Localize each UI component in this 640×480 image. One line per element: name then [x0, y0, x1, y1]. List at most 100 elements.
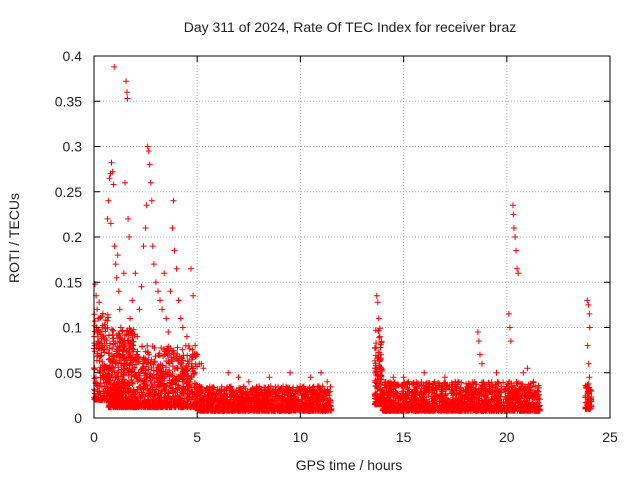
data-point: [185, 366, 191, 373]
data-point: [132, 390, 139, 397]
data-point: [154, 381, 161, 388]
data-point: [495, 401, 501, 408]
data-point: [92, 318, 98, 325]
data-point: [175, 357, 182, 364]
data-point: [477, 390, 484, 396]
data-point: [103, 337, 110, 344]
data-point: [178, 365, 185, 371]
data-point: [125, 388, 132, 394]
data-point: [520, 369, 527, 376]
data-point: [147, 179, 154, 186]
data-point: [280, 398, 287, 405]
data-point: [122, 342, 129, 349]
data-point: [504, 403, 511, 410]
data-point: [188, 265, 194, 272]
data-point: [227, 384, 234, 391]
data-point: [163, 371, 170, 378]
data-point: [155, 352, 162, 359]
data-point: [457, 392, 464, 399]
data-point: [188, 363, 195, 370]
data-point: [111, 243, 118, 250]
data-point: [107, 364, 113, 371]
data-point: [204, 397, 211, 404]
data-point: [207, 387, 213, 394]
data-point: [137, 398, 144, 405]
data-point: [470, 391, 477, 398]
data-point: [109, 363, 116, 370]
data-point: [441, 374, 448, 381]
data-point: [94, 338, 101, 345]
data-point: [586, 405, 593, 412]
data-point: [110, 392, 117, 399]
data-point: [164, 393, 171, 400]
data-point: [431, 378, 438, 385]
data-point: [375, 382, 382, 389]
data-point: [585, 380, 592, 387]
data-point: [425, 380, 432, 386]
data-point: [102, 325, 109, 332]
data-point: [109, 374, 116, 381]
data-point: [170, 389, 176, 396]
data-point: [530, 378, 537, 385]
data-point: [164, 380, 171, 387]
data-point: [410, 380, 417, 387]
data-point: [582, 382, 589, 389]
data-point: [198, 360, 205, 367]
data-point: [376, 334, 383, 341]
data-point: [500, 379, 507, 386]
y-tick-labels: 00.050.10.150.20.250.30.350.4: [55, 48, 82, 426]
data-point: [519, 400, 525, 407]
data-point: [517, 385, 524, 392]
data-point: [93, 357, 100, 364]
data-point: [190, 401, 197, 408]
data-point: [270, 403, 277, 410]
data-point: [120, 270, 127, 277]
data-point: [180, 383, 187, 390]
data-point: [375, 327, 382, 334]
data-point: [121, 332, 128, 339]
data-point: [258, 402, 265, 409]
data-point: [514, 265, 521, 272]
data-point: [466, 383, 473, 390]
data-point: [322, 407, 329, 414]
data-point: [443, 396, 450, 403]
data-point: [138, 366, 145, 373]
data-point: [471, 396, 478, 403]
data-point: [148, 197, 155, 204]
data-point: [377, 351, 384, 358]
data-point: [165, 390, 172, 397]
data-point: [98, 335, 105, 342]
data-point: [128, 369, 135, 376]
data-point: [119, 351, 126, 358]
x-axis-label: GPS time / hours: [296, 457, 403, 473]
data-point: [95, 352, 101, 359]
data-point: [268, 390, 274, 397]
data-point: [377, 373, 384, 380]
x-tick-label: 5: [193, 429, 201, 445]
data-point: [277, 407, 284, 414]
data-point: [436, 382, 443, 389]
data-point: [94, 306, 101, 313]
data-point: [170, 398, 177, 405]
data-point: [98, 347, 105, 354]
data-point: [197, 389, 204, 396]
data-point: [108, 326, 115, 333]
data-point: [146, 351, 152, 358]
data-point: [127, 393, 134, 400]
data-point: [471, 404, 478, 411]
data-point: [511, 225, 517, 231]
data-point: [245, 378, 252, 385]
data-point: [274, 395, 281, 402]
data-point: [109, 396, 116, 403]
data-point: [474, 329, 481, 335]
data-point: [373, 344, 380, 351]
data-point: [527, 384, 534, 391]
data-point: [149, 243, 156, 250]
data-point: [440, 401, 447, 408]
data-point: [182, 342, 189, 349]
data-point: [265, 402, 271, 409]
data-point: [117, 360, 124, 367]
data-point: [375, 315, 382, 322]
data-point: [261, 388, 268, 395]
